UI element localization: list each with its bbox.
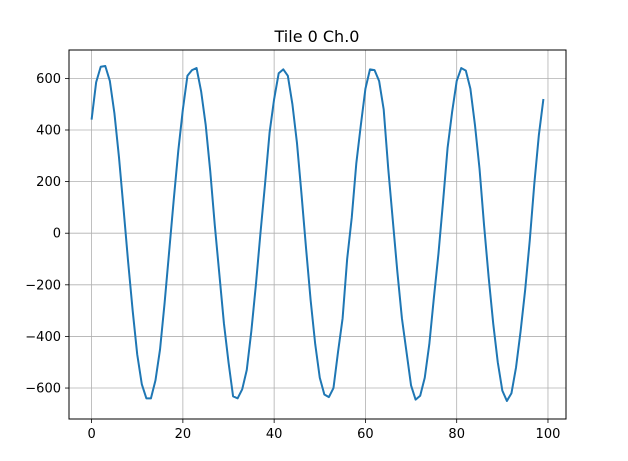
y-tick-label: −600 <box>25 382 61 397</box>
y-tick-label: 200 <box>36 175 61 190</box>
y-tick-label: 0 <box>53 227 61 242</box>
y-tick-label: 400 <box>36 123 61 138</box>
grid-lines <box>69 50 566 419</box>
x-tick-label: 40 <box>266 427 283 442</box>
x-tick-label: 0 <box>87 427 95 442</box>
x-tick-label: 60 <box>357 427 374 442</box>
x-axis: 0 20 40 60 80 100 <box>87 419 560 442</box>
x-tick-label: 100 <box>536 427 561 442</box>
y-axis: −600 −400 −200 0 200 400 600 <box>25 72 69 397</box>
series-layer <box>90 65 545 402</box>
y-tick-label: −200 <box>25 278 61 293</box>
y-tick-label: −400 <box>25 330 61 345</box>
y-tick-label: 600 <box>36 72 61 87</box>
x-tick-label: 20 <box>175 427 192 442</box>
chart-title: Tile 0 Ch.0 <box>274 27 360 46</box>
plot-frame <box>68 49 567 420</box>
series-line <box>90 65 545 402</box>
x-tick-label: 80 <box>448 427 465 442</box>
